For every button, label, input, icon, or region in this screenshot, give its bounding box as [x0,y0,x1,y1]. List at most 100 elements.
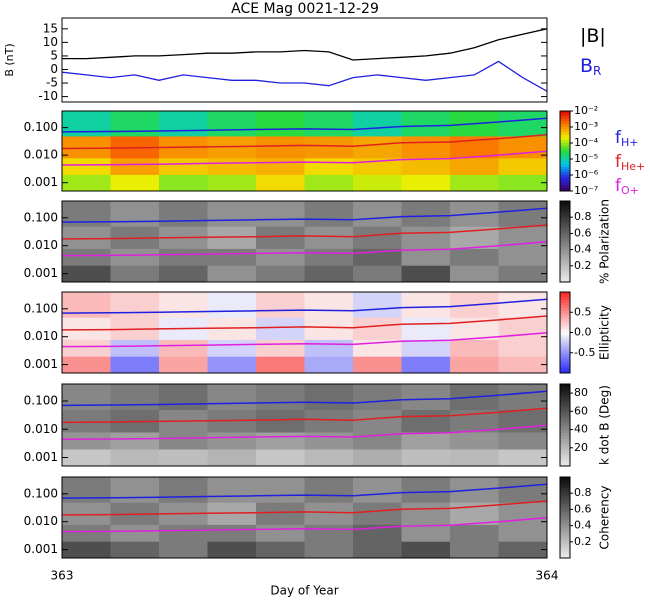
legend-label: fH+ [615,128,639,149]
heatmap-cell [450,157,499,175]
colorbar-step [560,119,570,123]
y-tick-label: 0.010 [24,329,58,343]
colorbar-step [560,463,570,467]
heatmap-cell [353,409,402,433]
colorbar-step [560,359,570,363]
colorbar-step [560,438,570,442]
line [62,298,547,314]
colorbar-step [560,151,570,155]
heatmap-cell [159,265,208,282]
colorbar-step [560,214,570,218]
colorbar-tick-label: 0.5 [574,305,592,318]
heatmap-cell [159,448,208,466]
colorbar-step [560,332,570,336]
heatmap-cell [498,339,547,357]
colorbar-step [560,367,570,371]
heatmap-cell [304,384,354,411]
heatmap-cell [62,292,111,318]
heatmap-cell [207,157,257,175]
colorbar-step [560,185,570,189]
colorbar-label: k dot B (Deg) [598,385,612,465]
heatmap-cell [62,541,111,558]
heatmap-cell [304,409,354,433]
colorbar-step [560,449,570,453]
y-tick-label: 0.010 [24,148,58,162]
heatmap-cell [207,292,257,318]
heatmap-cell [401,502,451,525]
colorbar-tick-label: 0.2 [574,535,592,548]
y-tick-label: 0.100 [24,120,58,134]
line [62,28,547,61]
heatmap-cell [110,157,160,175]
heatmap-cell [401,339,451,357]
colorbar-step [560,512,570,516]
colorbar-step [560,324,570,328]
colorbar-step [560,135,570,139]
legend-label: fO+ [615,176,639,197]
heatmap-cell [207,448,257,466]
colorbar-tick-label: 0.2 [574,259,592,272]
colorbar-step [560,265,570,269]
heatmap-cell [207,174,257,191]
heatmap-cell [207,384,257,411]
heatmap-cell [401,541,451,558]
heatmap-cell [401,524,451,542]
colorbar-step [560,294,570,298]
y-tick-label: 10 [43,35,58,49]
heatmap-cell [62,317,111,340]
heatmap-cell [498,541,547,558]
colorbar-step [560,271,570,275]
heatmap-cell [401,292,451,318]
colorbar-step [560,485,570,489]
heatmap-cell [401,111,451,137]
colorbar-step [560,230,570,234]
colorbar-step [560,506,570,510]
colorbar-step [560,419,570,423]
panel [62,384,547,466]
heatmap-cell [159,248,208,266]
colorbar-step [560,263,570,267]
colorbar-step [560,305,570,309]
heatmap-cell [450,339,499,357]
colorbar-step [560,300,570,304]
colorbar-step [560,319,570,323]
colorbar-step [560,427,570,431]
heatmap-cell [256,174,305,191]
colorbar-step [560,236,570,240]
colorbar-step [560,169,570,173]
heatmap-cell [401,248,451,266]
heatmap-cell [401,477,451,503]
colorbar-step [560,525,570,529]
colorbar-step [560,219,570,224]
line [62,407,547,424]
heatmap-cell [353,502,402,525]
colorbar-step [560,327,570,331]
heatmap-cell [304,174,354,191]
colorbar-step [560,411,570,415]
heatmap-cell [401,431,451,450]
heatmap-cell [110,384,160,411]
heatmap-cell [256,248,305,266]
colorbar-step [560,129,570,133]
heatmap-cell [62,248,111,266]
colorbar-step [560,430,570,434]
colorbar-step [560,297,570,301]
heatmap-cell [498,524,547,542]
line [62,483,547,499]
y-tick-label: 0.001 [24,357,58,371]
heatmap-cell [207,111,257,137]
colorbar-tick-label: 10⁻³ [574,120,598,133]
colorbar-step [560,209,570,213]
y-tick-label: -5 [46,76,58,90]
heatmap-cell [62,339,111,357]
heatmap-cell [159,292,208,318]
heatmap-cell [62,384,111,411]
colorbar-step [560,544,570,548]
y-tick-label: 0.010 [24,238,58,252]
colorbar-step [560,501,570,505]
heatmap-cell [256,356,305,373]
colorbar-step [560,172,570,176]
heatmap-cell [62,409,111,433]
line [62,60,547,92]
colorbar-step [560,531,570,535]
